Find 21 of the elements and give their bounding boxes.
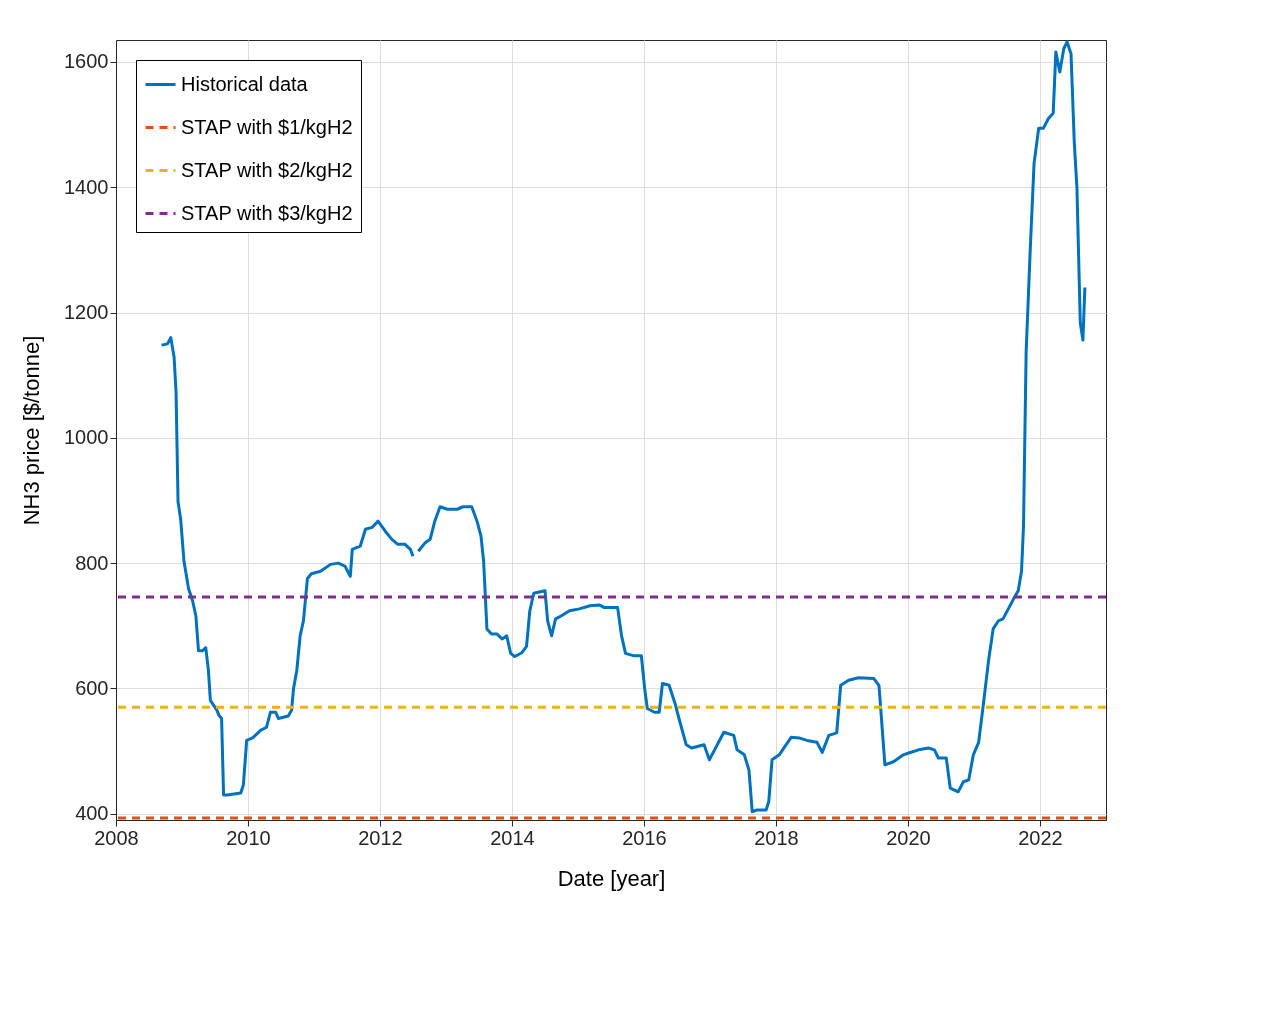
y-tick-label: 1000 (64, 426, 109, 449)
y-tick-label: 600 (75, 676, 109, 699)
x-axis-title: Date [year] (557, 865, 666, 891)
y-axis-title: NH3 price [$/tonne] (19, 335, 45, 526)
x-tick-label: 2020 (886, 826, 931, 849)
legend-label: STAP with $3/kgH2 (181, 201, 353, 224)
y-tick-label: 400 (75, 802, 109, 825)
y-tick-label: 1600 (64, 50, 109, 73)
x-tick-label: 2008 (94, 826, 139, 849)
x-tick-label: 2010 (226, 826, 271, 849)
y-tick-label: 800 (75, 551, 109, 574)
y-tick-label: 1200 (64, 301, 109, 324)
x-tick-label: 2012 (358, 826, 403, 849)
y-tick-label: 1400 (64, 175, 109, 198)
x-tick-label: 2014 (490, 826, 535, 849)
legend-label: STAP with $2/kgH2 (181, 158, 353, 181)
x-tick-label: 2022 (1018, 826, 1063, 849)
legend-label: Historical data (181, 72, 309, 95)
x-tick-label: 2016 (622, 826, 667, 849)
x-tick-label: 2018 (754, 826, 799, 849)
legend-label: STAP with $1/kgH2 (181, 115, 353, 138)
